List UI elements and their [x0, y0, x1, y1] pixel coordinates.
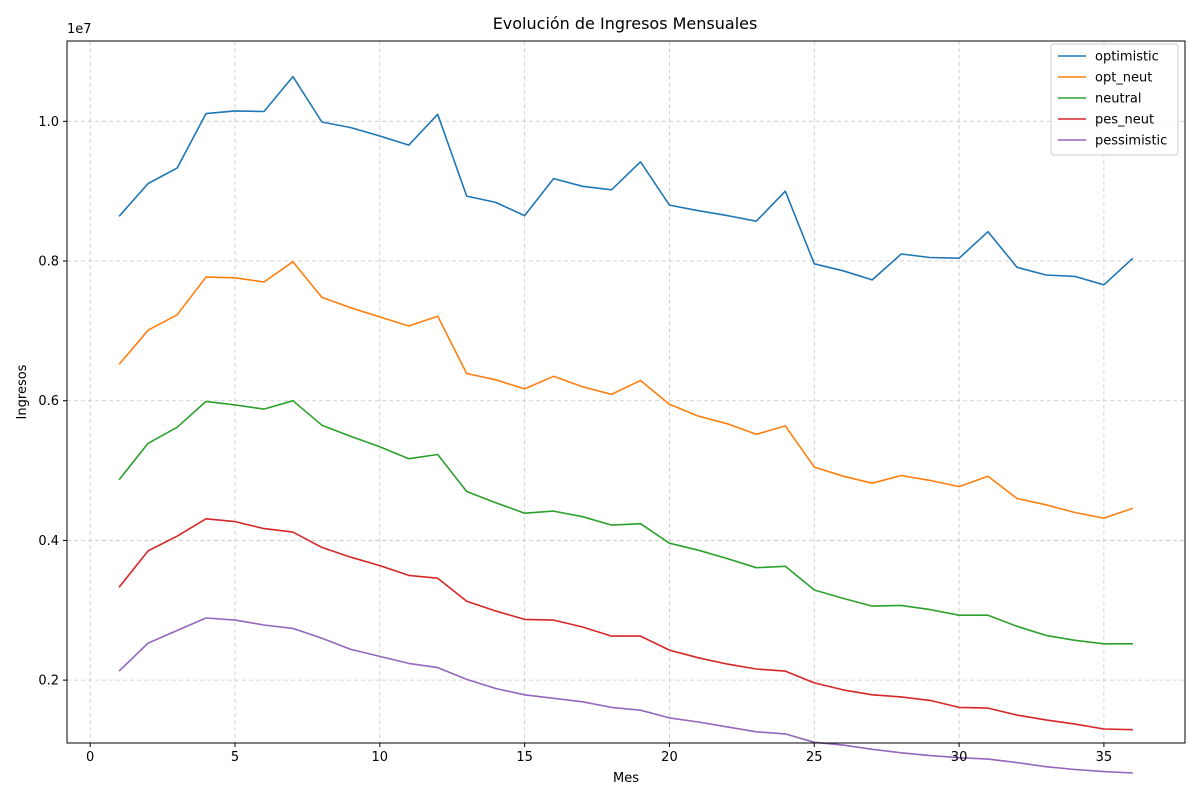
y-tick-label: 1.0 — [38, 115, 59, 130]
y-tick-label: 0.2 — [38, 674, 59, 689]
legend-entry-label: pessimistic — [1095, 134, 1167, 149]
x-tick-label: 30 — [951, 750, 968, 765]
legend-box — [1050, 43, 1179, 156]
y-axis-ticks: 0.2 0.4 0.6 0.8 1.0 — [38, 115, 67, 689]
chart-title: Evolución de Ingresos Mensuales — [493, 14, 758, 33]
x-axis-ticks: 0 5 10 15 20 25 30 35 — [86, 743, 1112, 765]
series-line-neutral — [118, 399, 1133, 645]
series-lines — [118, 75, 1134, 774]
x-tick-label: 35 — [1096, 750, 1113, 765]
legend-entry-label: pes_neut — [1095, 113, 1154, 128]
x-tick-label: 0 — [86, 750, 94, 765]
x-tick-label: 15 — [516, 750, 533, 765]
series-line-opt-neut — [118, 260, 1134, 519]
y-tick-label: 0.6 — [38, 394, 59, 409]
y-offset-label: 1e7 — [67, 22, 92, 37]
series-line-pes-neut — [118, 517, 1133, 731]
y-tick-label: 0.8 — [38, 255, 59, 270]
x-tick-label: 10 — [372, 750, 389, 765]
legend-entry-label: optimistic — [1095, 50, 1159, 65]
x-tick-label: 20 — [661, 750, 678, 765]
x-axis-label: Mes — [613, 771, 639, 786]
series-line-optimistic — [118, 75, 1134, 286]
x-tick-label: 5 — [231, 750, 239, 765]
series-line-pessimistic — [118, 617, 1133, 774]
legend-entry-label: opt_neut — [1095, 71, 1152, 86]
legend-entry-label: neutral — [1095, 92, 1142, 107]
x-tick-label: 25 — [806, 750, 823, 765]
plot-frame — [66, 40, 1186, 744]
grid — [67, 41, 1185, 743]
y-axis-label: Ingresos — [15, 364, 30, 419]
y-tick-label: 0.4 — [38, 534, 59, 549]
